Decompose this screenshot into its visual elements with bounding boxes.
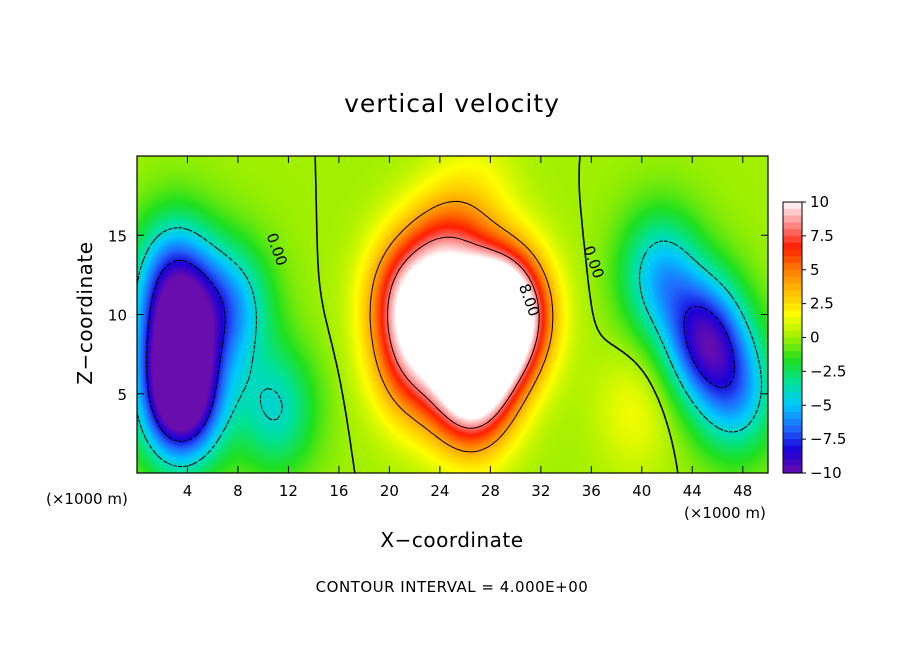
- contour-line: [387, 236, 540, 429]
- x-tick-label: 48: [733, 482, 752, 500]
- x-tick-label: 44: [683, 482, 702, 500]
- colorbar-band: [783, 269, 802, 278]
- x-axis-label: X−coordinate: [380, 528, 523, 552]
- colorbar-band: [783, 378, 802, 386]
- colorbar-band: [783, 459, 802, 467]
- colorbar: 10 7.5 5 2.5 0 −2.5 −5 −7.5 −10: [782, 193, 846, 482]
- x-tick-label: 16: [329, 482, 348, 500]
- colorbar-band: [783, 290, 802, 298]
- colorbar-band: [783, 222, 802, 230]
- x-unit-label-right: (×1000 m): [684, 504, 766, 522]
- colorbar-band: [783, 256, 802, 264]
- colorbar-band: [783, 391, 802, 400]
- colorbar-tick-label: −5: [810, 396, 832, 414]
- colorbar-band: [783, 262, 802, 271]
- colorbar-band: [783, 242, 802, 251]
- colorbar-tick-label: 7.5: [810, 227, 834, 245]
- colorbar-band: [783, 405, 802, 413]
- colorbar-band: [783, 276, 802, 284]
- colorbar-band: [783, 330, 802, 339]
- contour-line: [145, 259, 735, 442]
- colorbar-tick-label: −2.5: [810, 362, 846, 380]
- colorbar-band: [783, 384, 802, 393]
- colorbar-band: [783, 202, 802, 210]
- colorbar-band: [783, 357, 802, 366]
- colorbar-tick-label: 10: [810, 193, 829, 211]
- x-tick-label: 28: [481, 482, 500, 500]
- x-tick-label: 36: [582, 482, 601, 500]
- colorbar-bands: [783, 202, 802, 474]
- x-unit-label-left: (×1000 m): [46, 490, 128, 508]
- plot-area: 0.00 0.008.00: [136, 155, 769, 474]
- colorbar-band: [783, 208, 802, 217]
- x-tick-label: 12: [279, 482, 298, 500]
- colorbar-band: [783, 235, 802, 244]
- x-tick-label: 20: [380, 482, 399, 500]
- x-axis: 4 8 12 16 20 24 28 32 36 40 44 48: [183, 156, 752, 500]
- colorbar-band: [783, 445, 802, 454]
- y-axis: 5 10 15: [108, 227, 768, 404]
- colorbar-band: [783, 425, 802, 433]
- x-tick-label: 32: [531, 482, 550, 500]
- y-axis-label: Z−coordinate: [73, 241, 97, 384]
- colorbar-band: [783, 283, 802, 291]
- contour-line: [369, 200, 554, 453]
- colorbar-ticks: 10 7.5 5 2.5 0 −2.5 −5 −7.5 −10: [802, 193, 846, 482]
- colorbar-band: [783, 412, 802, 420]
- x-tick-label: 40: [632, 482, 651, 500]
- colorbar-band: [783, 364, 802, 372]
- y-tick-label: 10: [108, 307, 127, 325]
- colorbar-band: [783, 310, 802, 318]
- colorbar-band: [783, 439, 802, 447]
- colorbar-band: [783, 215, 802, 223]
- colorbar-band: [783, 249, 802, 257]
- colorbar-band: [783, 398, 802, 406]
- colorbar-band: [783, 296, 802, 305]
- colorbar-band: [783, 351, 802, 359]
- colorbar-band: [783, 432, 802, 440]
- colorbar-band: [783, 317, 802, 325]
- colorbar-band: [783, 418, 802, 427]
- colorbar-band: [783, 229, 802, 237]
- colorbar-tick-label: −10: [810, 464, 842, 482]
- x-tick-label: 4: [183, 482, 193, 500]
- colorbar-band: [783, 303, 802, 311]
- x-tick-label: 24: [430, 482, 449, 500]
- colorbar-band: [783, 371, 802, 379]
- colorbar-band: [783, 337, 802, 345]
- field-raster: [137, 156, 768, 473]
- colorbar-band: [783, 344, 802, 352]
- colorbar-band: [783, 466, 802, 474]
- colorbar-band: [783, 323, 802, 332]
- chart-title: vertical velocity: [344, 89, 560, 118]
- contour-interval-note: CONTOUR INTERVAL = 4.000E+00: [316, 578, 589, 596]
- colorbar-band: [783, 452, 802, 461]
- y-tick-label: 5: [117, 386, 127, 404]
- colorbar-tick-label: −7.5: [810, 430, 846, 448]
- colorbar-tick-label: 0: [810, 329, 820, 347]
- y-tick-label: 15: [108, 227, 127, 245]
- contour-line: [136, 227, 762, 468]
- contour-lines: [136, 155, 762, 474]
- contour-line: [314, 155, 679, 474]
- x-tick-label: 8: [233, 482, 243, 500]
- colorbar-tick-label: 5: [810, 261, 820, 279]
- colorbar-tick-label: 2.5: [810, 295, 834, 313]
